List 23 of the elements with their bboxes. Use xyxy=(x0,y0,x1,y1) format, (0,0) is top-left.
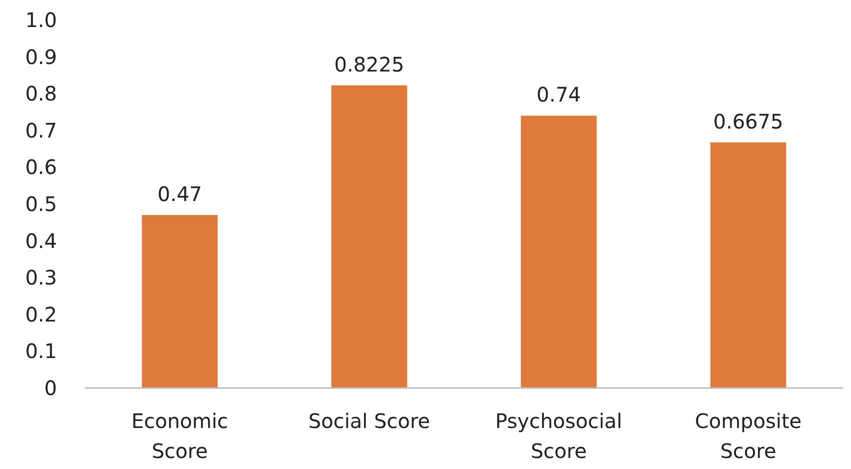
x-tick-label: Psychosocial Score xyxy=(495,409,622,463)
bar xyxy=(710,142,786,388)
bar xyxy=(520,116,597,388)
y-tick-label: 0.6 xyxy=(25,155,57,180)
data-label: 0.8225 xyxy=(334,52,404,76)
y-tick-label: 0.8 xyxy=(25,82,57,106)
x-tick-label: Social Score xyxy=(308,409,430,433)
y-tick-label: 0.3 xyxy=(25,266,57,290)
y-tick-label: 0.2 xyxy=(25,302,57,326)
y-tick-label: 0.4 xyxy=(25,228,57,253)
bar xyxy=(142,215,218,388)
y-tick-label: 0.9 xyxy=(25,44,57,69)
y-tick-label: 1.0 xyxy=(25,8,57,32)
y-tick-label: 0.5 xyxy=(25,192,57,216)
data-label: 0.6675 xyxy=(713,109,784,134)
x-tick-label: Composite Score xyxy=(694,409,802,463)
bar xyxy=(331,85,408,388)
y-tick-label: 0.7 xyxy=(25,118,57,142)
x-tick-label: Economic Score xyxy=(131,409,228,463)
y-tick-label: 0 xyxy=(44,376,57,400)
y-tick-label: 0.1 xyxy=(25,339,57,364)
data-label: 0.74 xyxy=(536,82,582,107)
data-label: 0.47 xyxy=(157,182,202,206)
